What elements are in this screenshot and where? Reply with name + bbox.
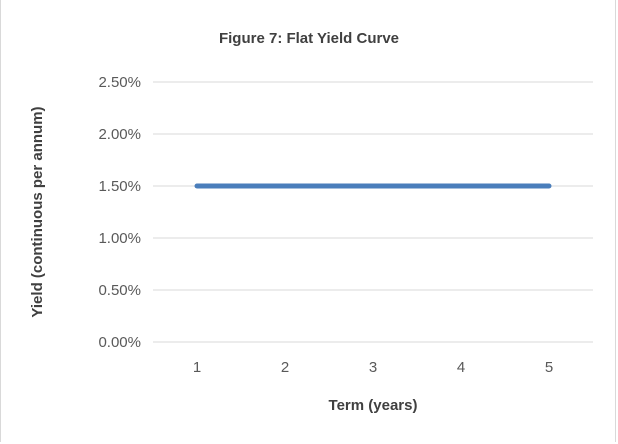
x-axis-label: Term (years) bbox=[329, 397, 418, 414]
x-tick-label: 5 bbox=[545, 359, 553, 376]
x-tick-label: 1 bbox=[193, 359, 201, 376]
y-tick-label: 2.00% bbox=[98, 126, 141, 143]
y-tick-label: 1.00% bbox=[98, 230, 141, 247]
x-tick-label: 2 bbox=[281, 359, 289, 376]
y-tick-labels: 0.00% 0.50% 1.00% 1.50% 2.00% 2.50% bbox=[98, 74, 141, 351]
x-tick-label: 3 bbox=[369, 359, 377, 376]
y-tick-label: 2.50% bbox=[98, 74, 141, 91]
gridlines bbox=[153, 81, 593, 343]
y-tick-label: 0.50% bbox=[98, 282, 141, 299]
y-tick-label: 0.00% bbox=[98, 334, 141, 351]
x-tick-labels: 1 2 3 4 5 bbox=[193, 359, 553, 376]
y-tick-label: 1.50% bbox=[98, 178, 141, 195]
x-tick-label: 4 bbox=[457, 359, 465, 376]
y-axis-label: Yield (continuous per annum) bbox=[29, 106, 46, 317]
chart-title: Figure 7: Flat Yield Curve bbox=[218, 30, 400, 47]
